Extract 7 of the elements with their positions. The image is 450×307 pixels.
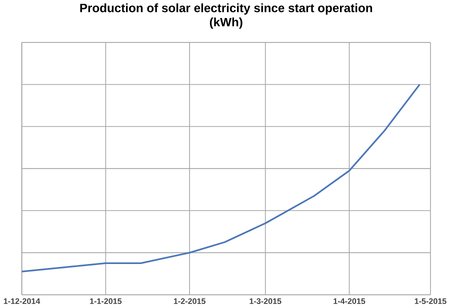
x-tick-label: 1-5-2015 bbox=[414, 298, 446, 304]
x-tick-label: 1-4-2015 bbox=[334, 298, 366, 304]
x-tick-label: 1-12-2014 bbox=[4, 298, 40, 304]
chart-title: Production of solar electricity since start operation (kWh) bbox=[80, 3, 372, 29]
x-tick-label: 1-1-2015 bbox=[90, 298, 122, 304]
x-tick-label: 1-2-2015 bbox=[174, 298, 206, 304]
x-tick-label: 1-3-2015 bbox=[250, 298, 282, 304]
